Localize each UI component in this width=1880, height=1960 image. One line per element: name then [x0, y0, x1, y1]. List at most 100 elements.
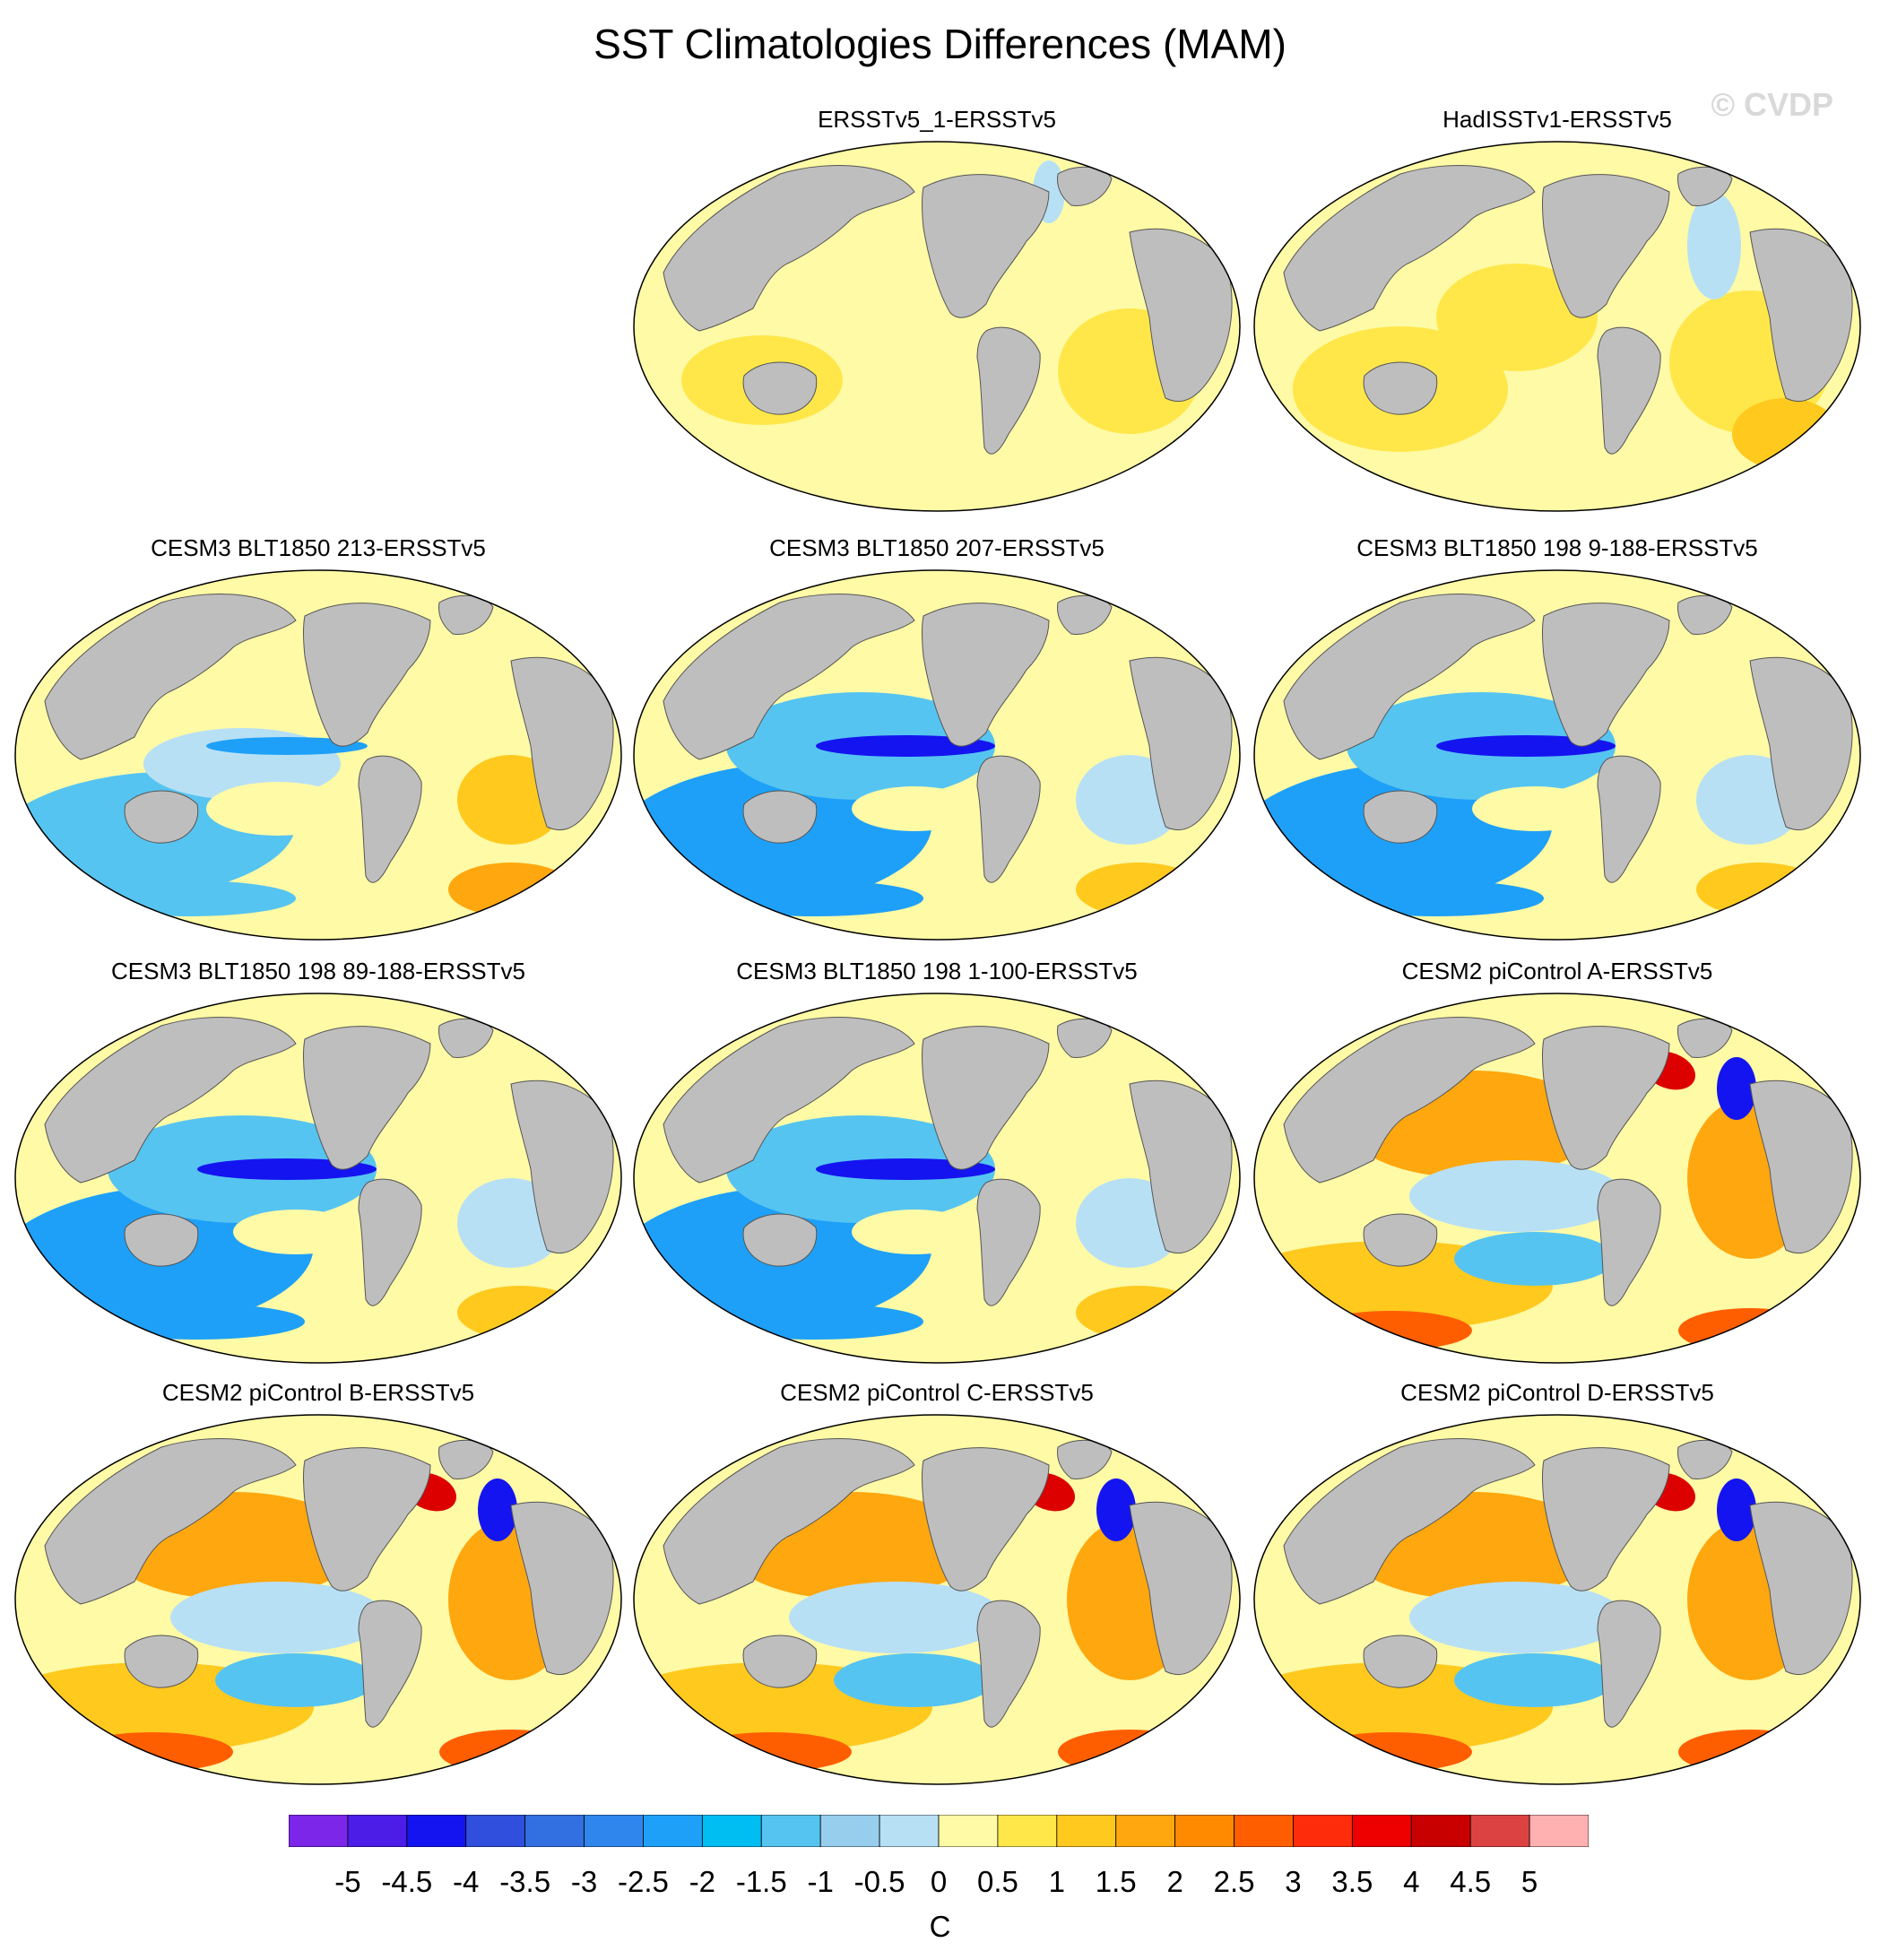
land-mass: [510, 1080, 614, 1254]
colorbar-swatch: [1529, 1815, 1589, 1847]
land-mass: [1283, 164, 1536, 332]
panel-title: CESM3 BLT1850 198 1-100-ERSSTv5: [736, 958, 1138, 984]
land-mass: [44, 593, 297, 760]
colorbar-tick-label: 0.5: [976, 1865, 1018, 1898]
sst-anomaly-region: [1409, 1160, 1624, 1232]
sst-anomaly-region: [1678, 1308, 1822, 1353]
land-mass: [1283, 593, 1536, 760]
colorbar-swatch: [1410, 1815, 1471, 1847]
robinson-map: [633, 569, 1241, 941]
land-mass: [922, 603, 1050, 747]
colorbar-swatch: [1174, 1815, 1235, 1847]
land-mass: [1677, 594, 1733, 635]
sst-anomaly-region: [206, 782, 350, 836]
sst-anomaly-region: [690, 1732, 852, 1772]
land-mass: [742, 361, 818, 415]
land-mass: [510, 656, 614, 831]
colorbar-tick-label: -1.5: [735, 1865, 787, 1898]
land-mass: [976, 326, 1041, 455]
map-border: [14, 993, 622, 1364]
land-mass: [358, 1600, 422, 1728]
panel-title: HadISSTv1-ERSSTv5: [1442, 106, 1672, 133]
land-mass: [663, 593, 915, 760]
map-border: [633, 1414, 1241, 1785]
land-mass: [663, 164, 915, 332]
colorbar-tick-label: 4: [1403, 1865, 1420, 1898]
colorbar-tick-label: 1: [1048, 1865, 1065, 1898]
land-mass: [124, 1213, 199, 1267]
land-mass: [1057, 166, 1113, 206]
panel-title: CESM2 piControl A-ERSSTv5: [1401, 958, 1713, 984]
sst-anomaly-region: [1436, 264, 1598, 371]
land-mass: [1057, 1018, 1113, 1058]
sst-anomaly-region: [439, 1730, 583, 1774]
colorbar-swatch: [289, 1815, 349, 1847]
colorbar-swatch: [997, 1815, 1058, 1847]
sst-anomaly-region: [1678, 1730, 1822, 1774]
land-mass: [1542, 1447, 1670, 1591]
sst-anomaly-region: [1409, 1582, 1624, 1653]
land-mass: [1542, 1026, 1670, 1170]
land-mass: [1129, 1080, 1233, 1254]
figure-title: SST Climatologies Differences (MAM): [593, 21, 1287, 67]
colorbar-swatch: [819, 1815, 880, 1847]
sst-anomaly-region: [72, 1732, 233, 1772]
land-mass: [1749, 228, 1853, 403]
map-panel: CESM2 piControl A-ERSSTv5: [1248, 958, 1867, 1379]
land-mass: [1363, 790, 1438, 844]
colorbar-swatch: [524, 1815, 585, 1847]
colorbar-tick-label: 2: [1166, 1865, 1183, 1898]
map-border: [14, 1414, 622, 1785]
sst-anomaly-region: [708, 880, 923, 916]
sst-anomaly-region: [1717, 1479, 1756, 1541]
colorbar-swatch: [879, 1815, 940, 1847]
sst-anomaly-region: [1454, 1232, 1616, 1286]
robinson-map: [633, 993, 1241, 1364]
colorbar-swatch: [1056, 1815, 1117, 1847]
map-panel: HadISSTv1-ERSSTv5: [1248, 106, 1867, 527]
sst-anomaly-region: [1472, 786, 1598, 831]
sst-anomaly-region: [1096, 1479, 1136, 1541]
land-mass: [1283, 1016, 1536, 1184]
land-mass: [1677, 1439, 1733, 1479]
robinson-map: [1253, 1414, 1861, 1785]
robinson-map: [14, 1414, 622, 1785]
sst-anomaly-region: [1696, 863, 1822, 916]
land-mass: [1677, 1018, 1733, 1058]
sst-anomaly-region: [457, 1286, 583, 1340]
sst-anomaly-region: [1329, 880, 1544, 916]
colorbar-swatch: [1115, 1815, 1176, 1847]
land-mass: [976, 1600, 1041, 1728]
land-mass: [1749, 1501, 1853, 1676]
panel-title: CESM3 BLT1850 198 9-188-ERSSTv5: [1356, 534, 1758, 561]
robinson-map: [633, 141, 1241, 512]
land-mass: [742, 1635, 818, 1688]
land-mass: [303, 1026, 431, 1170]
map-panel: CESM3 BLT1850 213-ERSSTv5: [9, 534, 628, 956]
land-mass: [1129, 1501, 1233, 1676]
land-mass: [1677, 166, 1733, 206]
land-mass: [1363, 1635, 1438, 1688]
colorbar-swatch: [1234, 1815, 1294, 1847]
land-mass: [510, 1501, 614, 1676]
colorbar-tick-label: -2: [689, 1865, 716, 1898]
colorbar-swatch: [1469, 1815, 1530, 1847]
robinson-map: [14, 569, 622, 941]
colorbar-tick-label: -2.5: [618, 1865, 669, 1898]
colorbar-tick-label: -5: [334, 1865, 361, 1898]
map-panel: CESM3 BLT1850 198 89-188-ERSSTv5: [9, 958, 628, 1379]
land-mass: [922, 1447, 1050, 1591]
sst-anomaly-region: [1717, 1057, 1756, 1120]
colorbar-tick-label: 2.5: [1213, 1865, 1255, 1898]
land-mass: [438, 1439, 494, 1479]
land-mass: [124, 1635, 199, 1688]
sst-anomaly-region: [708, 1304, 923, 1340]
map-border: [1253, 569, 1861, 941]
colorbar-tick-label: -0.5: [853, 1865, 905, 1898]
land-mass: [438, 594, 494, 635]
land-mass: [663, 1016, 915, 1184]
sst-anomaly-region: [478, 1479, 517, 1541]
sst-anomaly-region: [90, 1304, 305, 1340]
sst-anomaly-region: [834, 1653, 995, 1707]
robinson-map: [633, 1414, 1241, 1785]
